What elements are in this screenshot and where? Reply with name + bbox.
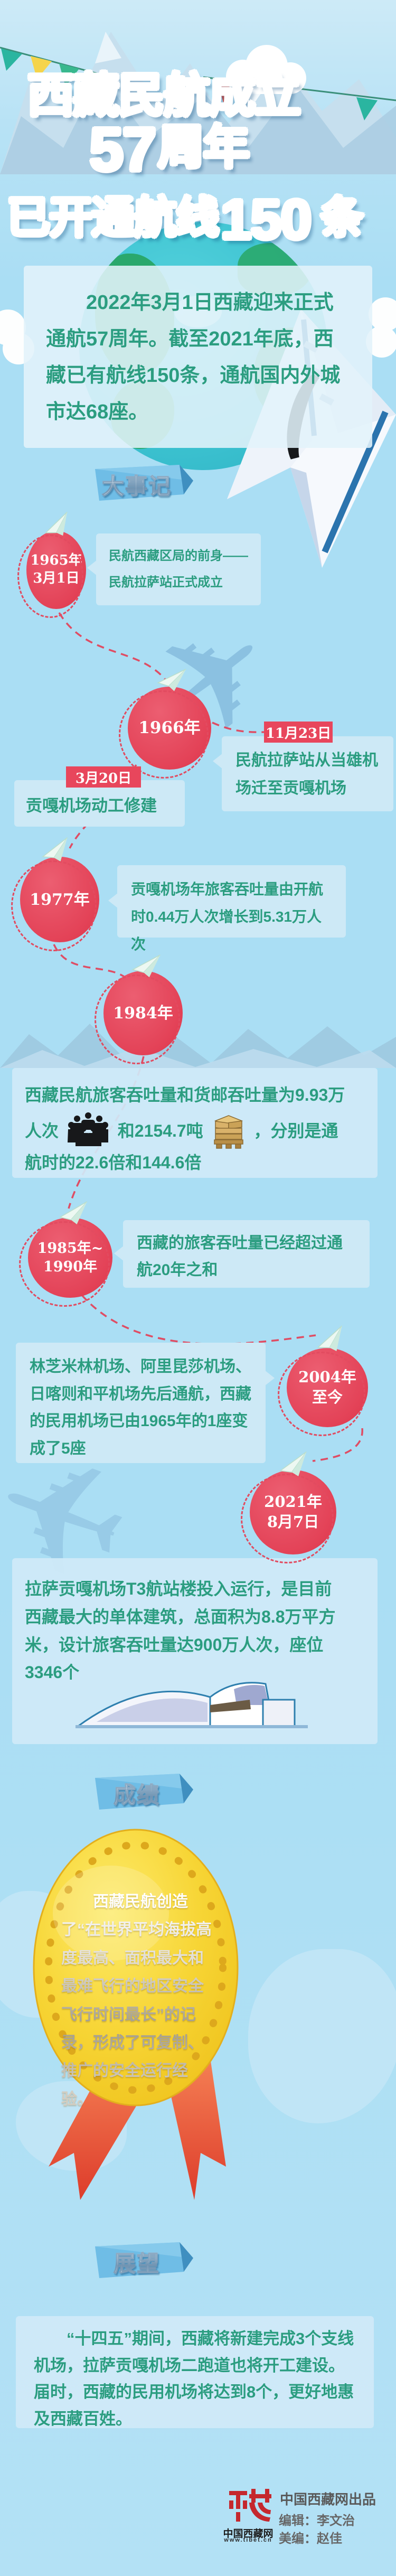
footer-logo-name: 中国西藏网 bbox=[223, 2528, 274, 2540]
footer-logo-url: www.tibet.cn bbox=[224, 2537, 272, 2543]
timeline-panel-1984: 西藏民航旅客吞吐量和货邮吞吐量为9.93万人次 和2154.7吨 bbox=[12, 1068, 378, 1178]
balloon-date-line1: 1984年 bbox=[113, 1004, 173, 1023]
timeline-tag-19661123: 11月23日 bbox=[264, 722, 333, 743]
timeline-text-1965: 民航西藏区局的前身——民航拉萨站正式成立 bbox=[109, 549, 248, 590]
timeline-box-1965: 民航西藏区局的前身——民航拉萨站正式成立 bbox=[87, 533, 261, 605]
paper-plane-icon bbox=[44, 511, 68, 536]
footer-publisher: 中国西藏网出品 bbox=[280, 2491, 376, 2507]
balloon-date-line1: 1965年 bbox=[30, 552, 82, 569]
banner-ribbon-icon bbox=[95, 1774, 193, 1810]
banner-achievement-label: 成绩 bbox=[90, 1777, 184, 1810]
page-title-line3: 已开通航线 150 条 bbox=[0, 182, 370, 252]
balloon-date-line2: 至今 bbox=[312, 1388, 343, 1406]
balloon-date-line1: 2004年 bbox=[298, 1368, 356, 1387]
medal-text: 西藏民航创造了“在世界平均海拔高度最高、面积最大和最难飞行的地区安全飞行时间最长… bbox=[61, 1888, 212, 2113]
timeline-balloon-1984: 1984年 bbox=[95, 971, 183, 1064]
title-zhounian: 周年 bbox=[158, 110, 250, 177]
timeline-balloon-1966: 1966年 bbox=[119, 687, 211, 779]
paper-plane-icon bbox=[42, 837, 68, 861]
banner-events: 大事记 bbox=[90, 465, 193, 505]
timeline-box-1977: 贡嘎机场年旅客吞吐量由开航时0.44万人次增长到5.31万人次 bbox=[108, 865, 346, 952]
timeline-box-19661123: 民航拉萨站从当雄机场迁至贡嘎机场 bbox=[213, 736, 393, 811]
intro-text: 2022年3月1日西藏迎来正式通航57周年。截至2021年底，西藏已有航线150… bbox=[46, 292, 341, 424]
terminal-building-icon bbox=[76, 1682, 308, 1728]
timeline-panel-2021: 拉萨贡嘎机场T3航站楼投入运行，是目前西藏最大的单体建筑，总面积为8.8万平方米… bbox=[12, 1558, 378, 1744]
timeline-balloon-2021: 2021年 8月7日 bbox=[241, 1470, 336, 1563]
worldmap-bg-icon bbox=[248, 1949, 396, 2123]
timeline-box-2004: 林芝米林机场、阿里昆莎机场、日喀则和平机场先后通航，西藏的民用机场已由1965年… bbox=[16, 1343, 275, 1463]
medal-face-icon bbox=[33, 1829, 239, 2106]
timeline-box-1985: 西藏的旅客吞吐量已经超过通航20年之和 bbox=[114, 1220, 370, 1288]
timeline-text-19660320: 贡嘎机场动工修建 bbox=[26, 797, 157, 815]
tag-date: 11月23日 bbox=[265, 725, 332, 742]
footer-editor: 编辑：李文治 bbox=[279, 2514, 355, 2528]
timeline-balloon-1985: 1985年~ 1990年 bbox=[19, 1217, 112, 1307]
text-part1: 西藏民航旅客吞吐量和货邮吞吐量为9.93万人次 bbox=[25, 1085, 345, 1140]
timeline-balloon-1977: 1977年 bbox=[11, 857, 99, 951]
cloud-icon bbox=[226, 45, 306, 94]
medal: 西藏民航创造了“在世界平均海拔高度最高、面积最大和最难飞行的地区安全飞行时间最长… bbox=[32, 1829, 240, 2109]
balloon-date-line2: 1990年 bbox=[43, 1259, 98, 1275]
paper-plane-icon bbox=[157, 669, 186, 691]
text-part3: ，分别是通航时的22.6倍和144.6倍 bbox=[25, 1121, 338, 1172]
tag-date: 3月20日 bbox=[75, 770, 132, 786]
paper-plane-icon bbox=[317, 1325, 343, 1351]
cargo-icon bbox=[213, 1115, 243, 1149]
balloon-date-line1: 1966年 bbox=[138, 718, 201, 738]
timeline-balloon-1965: 1965年 3月1日 bbox=[17, 531, 86, 618]
text-part2: 和2154.7吨 bbox=[117, 1121, 203, 1140]
timeline-text-2021: 拉萨贡嘎机场T3航站楼投入运行，是目前西藏最大的单体建筑，总面积为8.8万平方米… bbox=[25, 1579, 336, 1682]
timeline-text-1977: 贡嘎机场年旅客吞吐量由开航时0.44万人次增长到5.31万人次 bbox=[131, 881, 324, 952]
timeline-tag-19660320: 3月20日 bbox=[66, 766, 141, 788]
intro-panel: 2022年3月1日西藏迎来正式通航57周年。截至2021年底，西藏已有航线150… bbox=[24, 266, 372, 448]
timeline-text-19661123: 民航拉萨站从当雄机场迁至贡嘎机场 bbox=[235, 752, 378, 797]
outlook-text: “十四五”期间，西藏将新建完成3个支线机场，拉萨贡嘎机场二跑道也将开工建设。届时… bbox=[34, 2329, 354, 2428]
title-number-57: 57 bbox=[89, 115, 156, 184]
balloon-date-line1: 1977年 bbox=[30, 890, 90, 909]
balloon-date-line2: 8月7日 bbox=[267, 1513, 319, 1531]
banner-ribbon-icon bbox=[95, 2242, 193, 2278]
paper-plane-icon bbox=[279, 1451, 307, 1477]
banner-outlook: 展望 bbox=[90, 2242, 193, 2282]
crowd-icon bbox=[67, 1112, 108, 1146]
balloon-date-line1: 1985年~ bbox=[37, 1240, 103, 1257]
title-line3-prefix: 已开通航线 bbox=[7, 182, 219, 245]
banner-ribbon-icon bbox=[95, 465, 193, 501]
timeline-text-1985: 西藏的旅客吞吐量已经超过通航20年之和 bbox=[137, 1234, 343, 1279]
balloon-date-line1: 2021年 bbox=[264, 1493, 322, 1511]
banner-achievement: 成绩 bbox=[90, 1774, 193, 1814]
timeline-box-19660320: 贡嘎机场动工修建 bbox=[14, 772, 185, 827]
title-number-150: 150 bbox=[220, 189, 312, 251]
tibet-net-logo bbox=[229, 2489, 271, 2522]
paper-plane-icon bbox=[59, 1201, 88, 1225]
banner-outlook-label: 展望 bbox=[90, 2245, 184, 2278]
bunting-left-icon bbox=[0, 46, 111, 93]
banner-events-label: 大事记 bbox=[90, 468, 184, 501]
mountains-top-icon bbox=[0, 32, 396, 174]
timeline-text-1984: 西藏民航旅客吞吐量和货邮吞吐量为9.93万人次 和2154.7吨 bbox=[12, 1068, 378, 1186]
cloud-right-icon bbox=[366, 297, 396, 358]
balloon-date-line2: 3月1日 bbox=[33, 570, 80, 586]
timeline-text-2004: 林芝米林机场、阿里昆莎机场、日喀则和平机场先后通航，西藏的民用机场已由1965年… bbox=[30, 1358, 251, 1457]
page-title-line2: 57 周年 bbox=[74, 110, 264, 185]
footer-art-editor: 美编：赵佳 bbox=[279, 2532, 342, 2546]
outlook-panel: “十四五”期间，西藏将新建完成3个支线机场，拉萨贡嘎机场二跑道也将开工建设。届时… bbox=[16, 2316, 374, 2428]
paper-plane-icon bbox=[131, 954, 161, 978]
title-line3-suffix: 条 bbox=[320, 182, 364, 245]
timeline-balloon-2004: 2004年 至今 bbox=[278, 1348, 368, 1436]
page-title-line1: 西藏民航成立 bbox=[16, 58, 312, 125]
